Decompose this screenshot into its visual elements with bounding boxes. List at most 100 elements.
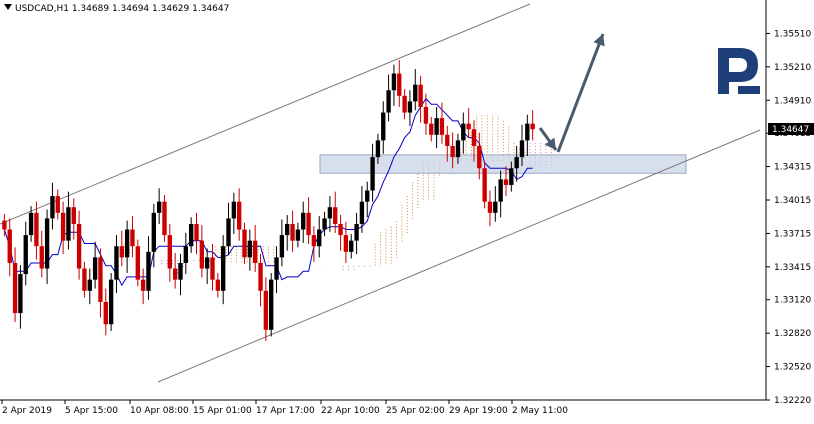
candle [119,230,124,267]
y-tick-label: 1.33120 [774,296,811,306]
tenkan-line [3,97,533,287]
candle [156,188,162,224]
time-axis: 2 Apr 2019 5 Apr 15:00 10 Apr 08:00 15 Apr … [1,400,568,416]
candle-body [359,201,365,224]
candle-body [178,262,183,280]
current-price-label: 1.34647 [772,125,809,135]
candle-body [290,223,295,241]
channel-upper-line [0,3,531,225]
candle-body [237,201,242,230]
candle-body [487,201,493,213]
candle [44,209,50,285]
candle [439,102,445,144]
high-value: 1.34694 [111,4,150,14]
candle [471,120,477,162]
forecast-arrow-down [538,127,558,151]
candle [253,225,258,272]
candle-body [317,229,322,247]
chart-header: USDCAD,H1 1.34689 1.34694 1.34629 1.3464… [4,4,229,14]
candle [509,161,514,192]
candle-body [204,257,210,269]
x-tick-label: 25 Apr 02:00 [386,406,445,416]
candle [135,239,140,287]
candle [306,197,311,245]
candle-body [50,196,55,219]
candle-body [76,223,82,269]
symbol-label: USDCAD,H1 [15,4,69,14]
candle [263,277,269,341]
candle [381,101,386,154]
candle-body [162,201,167,236]
y-tick-label: 1.33715 [774,229,811,239]
candle-body [391,73,397,91]
candle [76,210,82,280]
candle [466,108,471,139]
candle [317,216,322,258]
candle [12,247,18,323]
low-value: 1.34629 [152,4,190,14]
candle [108,272,114,331]
candle-body [402,95,407,113]
candle-body [172,268,178,280]
candle [60,201,66,255]
candle [39,230,44,278]
candle [23,221,28,286]
candle-body [130,229,135,247]
candle [7,218,12,277]
dropdown-triangle-icon[interactable] [4,4,12,10]
candle-body [231,201,237,219]
candle-body [461,123,466,141]
channel-layer [0,3,761,383]
candle [365,181,370,218]
candle [242,222,247,265]
support-zone [319,154,687,174]
candle [98,248,103,318]
current-price-badge: 1.34647 [768,123,814,135]
candle [188,217,194,253]
forecast-arrow-up [556,33,605,153]
candle-body [413,84,418,102]
candle [140,268,146,305]
x-tick-label: 2 Apr 2019 [2,406,52,416]
candle-body [253,240,258,263]
x-tick-label: 5 Apr 15:00 [65,406,118,416]
candle [71,198,76,240]
candle [124,220,130,273]
candle [162,194,167,242]
candle [418,75,423,123]
candle-body [82,268,87,291]
candle-body [194,223,199,241]
candle [455,133,461,164]
candle-body [114,246,119,280]
candle-body [44,218,50,269]
candle-body [108,279,114,325]
candle [82,261,87,298]
candle [450,132,455,169]
candle [151,203,156,268]
candle [34,201,39,260]
candle [354,212,359,255]
x-tick-label: 2 May 11:00 [512,406,568,416]
candle [215,272,221,298]
candle [423,93,429,135]
candle [183,232,189,275]
arrow-head [593,34,605,47]
support-zone-layer [319,154,687,174]
candle-body [183,246,189,263]
candle-body [98,257,103,302]
candle-body [151,212,156,252]
candle [477,132,482,180]
candle-body [140,279,146,291]
candle-body [423,106,429,124]
candle [386,74,391,122]
candle-body [514,157,519,169]
candle-body [445,134,450,146]
candle [28,206,34,242]
plot-area[interactable] [0,0,766,400]
candle [231,192,237,234]
candle-body [386,90,391,113]
candle-body [407,101,413,113]
candle [429,116,434,142]
